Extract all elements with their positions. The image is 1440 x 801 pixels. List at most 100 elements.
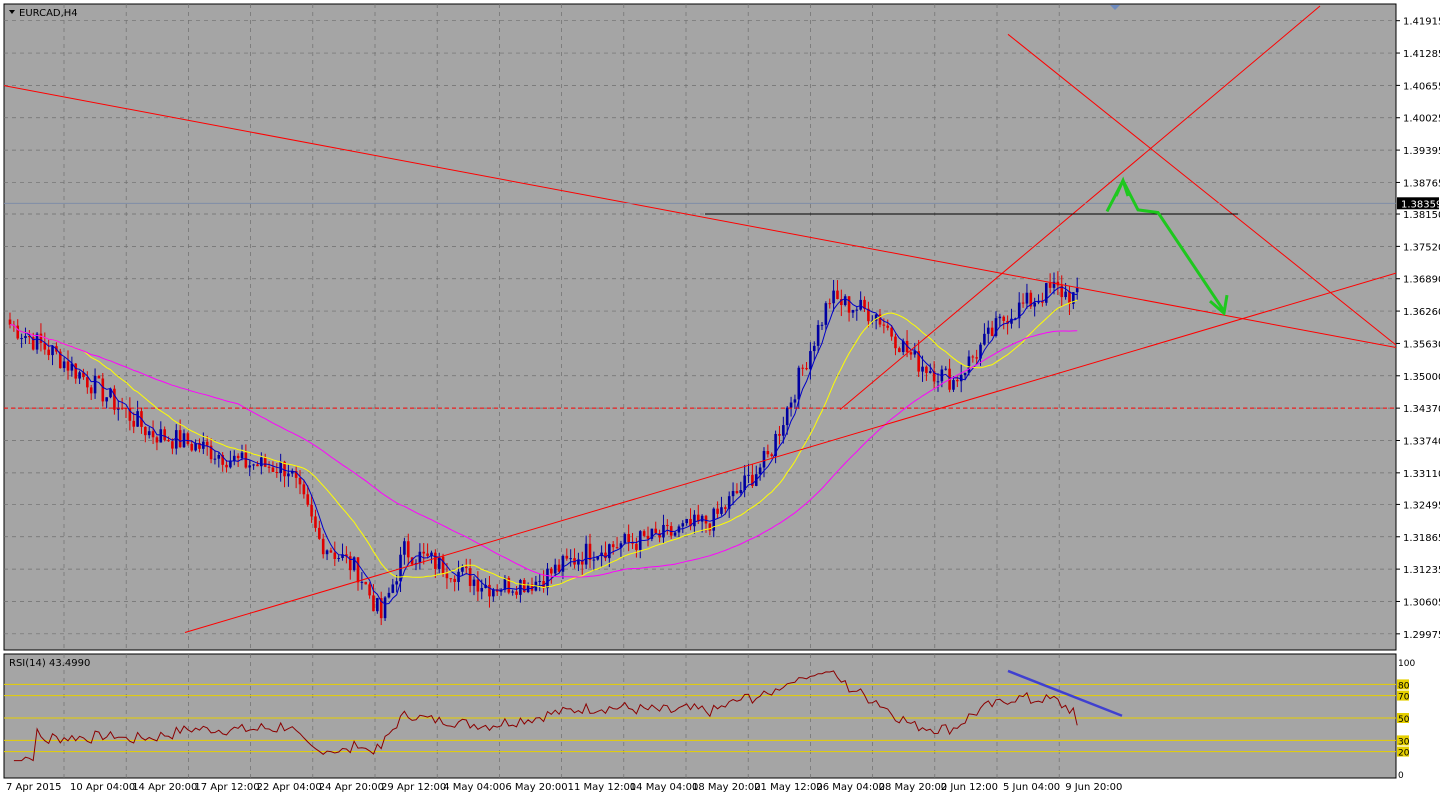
candle-body bbox=[136, 411, 139, 427]
candle-body bbox=[310, 504, 313, 517]
candle-body bbox=[743, 475, 746, 491]
candle-body bbox=[28, 336, 31, 338]
candle-body bbox=[882, 324, 886, 326]
candle-body bbox=[62, 361, 66, 369]
candle-body bbox=[627, 534, 630, 543]
candle-body bbox=[685, 518, 688, 524]
time-tick-label: 6 May 20:00 bbox=[505, 782, 567, 793]
candle-body bbox=[430, 552, 433, 556]
time-tick-label: 28 May 20:00 bbox=[879, 782, 948, 793]
candle-body bbox=[530, 584, 534, 591]
candle-body bbox=[588, 543, 592, 561]
candle-body bbox=[70, 363, 74, 371]
candle-body bbox=[608, 544, 611, 559]
price-tick-label: 1.30605 bbox=[1403, 597, 1440, 608]
time-tick-label: 26 May 04:00 bbox=[816, 782, 885, 793]
time-tick-label: 24 Apr 20:00 bbox=[319, 782, 384, 793]
candle-body bbox=[116, 407, 120, 410]
price-tick-label: 1.41915 bbox=[1403, 17, 1440, 28]
time-tick-label: 9 Jun 20:00 bbox=[1065, 782, 1122, 793]
candle-body bbox=[252, 464, 255, 466]
candle-body bbox=[956, 380, 959, 382]
rsi-tick-label: 70 bbox=[1398, 693, 1410, 703]
price-tick-label: 1.38765 bbox=[1403, 178, 1440, 189]
candle-body bbox=[1068, 291, 1071, 304]
candle-body bbox=[186, 433, 190, 444]
current-price-box bbox=[1397, 197, 1439, 210]
candle-body bbox=[194, 443, 197, 451]
candle-body bbox=[113, 388, 116, 410]
candle-body bbox=[376, 598, 379, 612]
candle-body bbox=[163, 429, 166, 441]
candle-body bbox=[368, 584, 371, 596]
trendlines bbox=[4, 5, 1396, 634]
rising-trendline bbox=[839, 5, 1321, 411]
candle-body bbox=[480, 587, 484, 592]
candle-body bbox=[561, 555, 565, 572]
candle-body bbox=[422, 551, 426, 554]
candle-body bbox=[337, 557, 340, 560]
candle-body bbox=[294, 471, 298, 478]
candle-body bbox=[522, 580, 526, 593]
candle-body bbox=[604, 552, 607, 559]
candles bbox=[8, 271, 1079, 626]
candle-body bbox=[797, 367, 801, 400]
candle-body bbox=[20, 338, 23, 340]
candle-body bbox=[445, 573, 449, 579]
candle-body bbox=[275, 471, 279, 474]
price-tick-label: 1.31865 bbox=[1403, 533, 1440, 544]
time-tick-label: 29 Apr 12:00 bbox=[381, 782, 446, 793]
candle-body bbox=[503, 577, 507, 590]
candle-body bbox=[159, 429, 163, 443]
candle-body bbox=[225, 464, 228, 468]
price-panel bbox=[3, 3, 1397, 651]
candle-body bbox=[696, 514, 700, 522]
candle-body bbox=[426, 553, 429, 556]
candle-body bbox=[898, 348, 901, 353]
candle-body bbox=[511, 591, 514, 593]
candle-body bbox=[863, 299, 866, 309]
candle-body bbox=[727, 496, 731, 509]
candle-body bbox=[1025, 292, 1029, 304]
candle-body bbox=[267, 466, 271, 468]
candle-body bbox=[240, 452, 244, 459]
candle-body bbox=[352, 557, 356, 571]
candle-body bbox=[109, 388, 112, 398]
price-tick-label: 1.29975 bbox=[1403, 630, 1440, 641]
price-tick-label: 1.40025 bbox=[1403, 114, 1440, 125]
candle-body bbox=[967, 356, 971, 373]
candle-body bbox=[217, 454, 221, 459]
candle-body bbox=[990, 327, 994, 336]
candle-body bbox=[1041, 301, 1044, 303]
projection-arrowhead bbox=[1209, 294, 1229, 316]
candle-body bbox=[449, 578, 453, 580]
candle-body bbox=[847, 296, 851, 313]
candle-body bbox=[128, 408, 132, 421]
candle-body bbox=[120, 407, 124, 409]
candle-body bbox=[468, 568, 472, 586]
time-tick-label: 18 May 20:00 bbox=[692, 782, 761, 793]
price-tick-label: 1.35000 bbox=[1403, 372, 1440, 383]
rsi-level-box bbox=[1397, 690, 1409, 701]
candle-body bbox=[78, 372, 81, 379]
candle-body bbox=[314, 516, 317, 528]
candle-body bbox=[731, 491, 735, 497]
candle-body bbox=[654, 528, 658, 534]
candle-body bbox=[878, 314, 882, 325]
candle-body bbox=[1075, 288, 1079, 293]
time-tick-label: 14 May 04:00 bbox=[630, 782, 699, 793]
candle-body bbox=[812, 345, 816, 352]
candle-body bbox=[151, 431, 155, 438]
candle-body bbox=[364, 581, 368, 585]
candle-body bbox=[1002, 316, 1006, 321]
candle-body bbox=[476, 579, 480, 592]
candle-body bbox=[461, 566, 464, 572]
candle-body bbox=[925, 366, 928, 373]
candle-body bbox=[306, 494, 310, 505]
candle-body bbox=[623, 534, 627, 544]
rsi-tick-label: 100 bbox=[1398, 659, 1415, 669]
price-tick-label: 1.33740 bbox=[1403, 436, 1440, 447]
candle-body bbox=[553, 564, 557, 574]
candle-body bbox=[689, 518, 692, 527]
